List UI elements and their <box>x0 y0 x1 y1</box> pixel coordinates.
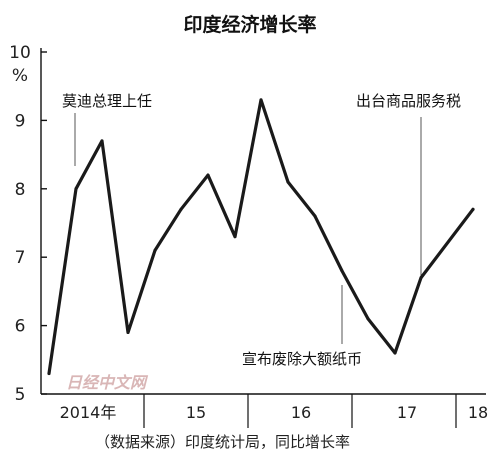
annotation-label: 宣布废除大额纸币 <box>242 350 362 368</box>
data-point <box>393 351 397 355</box>
data-point <box>366 317 370 321</box>
data-point <box>259 98 263 102</box>
y-tick-label: 9 <box>15 111 26 131</box>
data-point <box>233 235 237 239</box>
series-line <box>47 98 475 376</box>
source-note: （数据来源）印度统计局，同比增长率 <box>95 433 350 451</box>
data-point <box>47 371 51 375</box>
data-point <box>126 330 130 334</box>
data-point <box>340 269 344 273</box>
data-point <box>179 207 183 211</box>
y-unit-label: % <box>12 66 28 86</box>
y-tick-label: 5 <box>15 385 26 405</box>
y-tick-label: 7 <box>15 248 26 268</box>
data-point <box>153 248 157 252</box>
data-point <box>286 180 290 184</box>
x-tick-label: 15 <box>186 403 206 422</box>
data-point <box>419 276 423 280</box>
annotation-label: 莫迪总理上任 <box>62 92 152 110</box>
y-tick-label: 10 <box>9 43 31 63</box>
data-point <box>74 187 78 191</box>
annotation-label: 出台商品服务税 <box>356 92 461 110</box>
data-point <box>100 139 104 143</box>
data-point <box>206 173 210 177</box>
x-tick-label: 16 <box>291 403 311 422</box>
data-point <box>313 214 317 218</box>
x-tick-label: 17 <box>397 403 417 422</box>
chart-title: 印度经济增长率 <box>183 13 316 36</box>
x-tick-label: 18 <box>468 403 488 422</box>
watermark-logo: 日经中文网 <box>66 373 149 392</box>
y-axis: 5 6 7 8 9 10% <box>9 43 47 405</box>
x-axis: 2014年 15 16 17 18 <box>41 393 488 428</box>
y-tick-label: 6 <box>15 317 26 337</box>
x-tick-label: 2014年 <box>60 403 117 422</box>
series-points <box>47 98 475 375</box>
data-point <box>471 207 475 211</box>
y-tick-label: 8 <box>15 180 26 200</box>
